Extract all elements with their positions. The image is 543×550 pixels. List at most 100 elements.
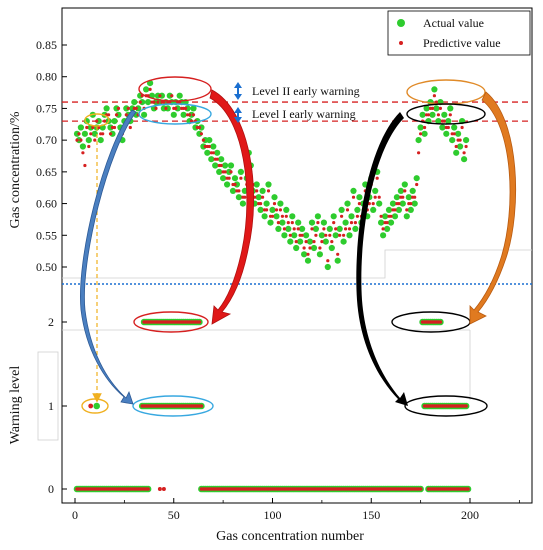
predictive-point bbox=[243, 195, 247, 199]
predictive-point bbox=[300, 233, 304, 237]
predictive-point bbox=[282, 227, 286, 231]
actual-point bbox=[431, 86, 438, 93]
predictive-point bbox=[128, 125, 132, 130]
plot-frame bbox=[61, 7, 533, 504]
predictive-point bbox=[114, 113, 119, 117]
actual-point bbox=[204, 149, 211, 156]
predictive-point bbox=[284, 214, 288, 218]
predictive-point bbox=[306, 252, 310, 256]
actual-point bbox=[407, 206, 414, 213]
actual-point bbox=[405, 194, 412, 201]
y-axis-label-upper: Gas concentration/% bbox=[8, 111, 23, 228]
actual-point bbox=[139, 99, 146, 106]
actual-point bbox=[111, 118, 118, 125]
actual-point bbox=[320, 219, 327, 226]
predictive-point bbox=[324, 233, 328, 237]
actual-point bbox=[259, 187, 266, 194]
axes: 0 50 100 150 200 Gas concentration number 0.50… bbox=[8, 38, 520, 544]
actual-point bbox=[415, 137, 422, 144]
predictive-point bbox=[397, 202, 401, 206]
predictive-point bbox=[91, 125, 95, 130]
actual-point bbox=[403, 213, 410, 220]
predictive-point bbox=[219, 163, 223, 168]
actual-point bbox=[429, 111, 436, 118]
legend: Actual value Predictive value bbox=[387, 10, 531, 56]
actual-point bbox=[77, 124, 84, 131]
actual-point bbox=[174, 105, 181, 112]
actual-point bbox=[235, 194, 242, 201]
predictive-point bbox=[95, 119, 99, 123]
actual-point bbox=[196, 130, 203, 137]
predictive-point bbox=[347, 227, 352, 231]
predictive-point bbox=[276, 221, 280, 225]
highlight-ellipses bbox=[81, 76, 488, 417]
predictive-point bbox=[189, 119, 194, 123]
actual-point bbox=[85, 137, 92, 144]
predictive-point bbox=[423, 125, 427, 130]
actual-point bbox=[401, 181, 408, 188]
ellipse-level1-lower bbox=[132, 395, 214, 417]
actual-point bbox=[289, 213, 296, 220]
predictive-point bbox=[87, 144, 91, 149]
actual-point bbox=[453, 149, 460, 156]
actual-point bbox=[348, 213, 355, 220]
predictive-point bbox=[381, 227, 385, 231]
predictive-point bbox=[415, 182, 419, 187]
actual-point bbox=[170, 111, 177, 118]
actual-point bbox=[295, 219, 302, 226]
actual-point bbox=[370, 206, 377, 213]
actual-point bbox=[287, 238, 294, 245]
actual-point bbox=[322, 238, 329, 245]
actual-point bbox=[433, 105, 440, 112]
annotations: Level II early warning Level I early war… bbox=[234, 82, 360, 123]
panel-guides bbox=[37, 249, 532, 441]
actual-point bbox=[166, 92, 173, 99]
actual-point bbox=[231, 175, 239, 182]
actual-point bbox=[283, 206, 290, 213]
arrow-blue bbox=[80, 109, 137, 405]
predictive-point bbox=[103, 119, 107, 123]
predictive-point bbox=[393, 208, 397, 212]
actual-point bbox=[304, 257, 312, 264]
arrow-orange bbox=[469, 91, 517, 325]
actual-point bbox=[265, 181, 272, 188]
predictive-point bbox=[286, 221, 290, 225]
actual-point bbox=[241, 187, 248, 194]
x-axis-label: Gas concentration number bbox=[216, 529, 364, 544]
predictive-point bbox=[261, 195, 265, 199]
actual-point bbox=[208, 156, 215, 163]
warning-level-markers bbox=[73, 318, 472, 493]
predictive-point bbox=[108, 132, 113, 136]
predictive-point bbox=[101, 132, 105, 136]
actual-point bbox=[206, 137, 213, 144]
y-tick-label-lower: 0 bbox=[48, 482, 54, 496]
predictive-point bbox=[349, 221, 354, 225]
predictive-point bbox=[322, 227, 326, 231]
level0-predictive-marker bbox=[418, 487, 423, 491]
ellipse-level1-upper bbox=[138, 103, 212, 125]
actual-point bbox=[340, 238, 347, 245]
actual-point bbox=[97, 137, 104, 144]
actual-point bbox=[176, 92, 183, 99]
annotation-level1: Level I early warning bbox=[252, 107, 356, 121]
predictive-point bbox=[85, 125, 89, 130]
actual-point bbox=[352, 225, 359, 232]
predictive-point bbox=[344, 227, 348, 231]
predictive-point bbox=[162, 100, 166, 104]
actual-point bbox=[237, 168, 244, 175]
predictive-point bbox=[188, 113, 192, 117]
level0-predictive-marker bbox=[466, 487, 470, 491]
actual-point bbox=[131, 99, 138, 106]
actual-point bbox=[210, 143, 217, 150]
predictive-point bbox=[97, 125, 101, 130]
actual-point bbox=[312, 225, 319, 232]
actual-point bbox=[409, 187, 416, 194]
predictive-point bbox=[460, 125, 464, 130]
actual-point bbox=[216, 168, 223, 175]
actual-point bbox=[190, 105, 197, 112]
actual-point bbox=[279, 219, 286, 226]
y-tick-label-upper: 0.50 bbox=[36, 260, 57, 274]
predictive-point bbox=[272, 202, 277, 206]
actual-point bbox=[281, 232, 288, 239]
